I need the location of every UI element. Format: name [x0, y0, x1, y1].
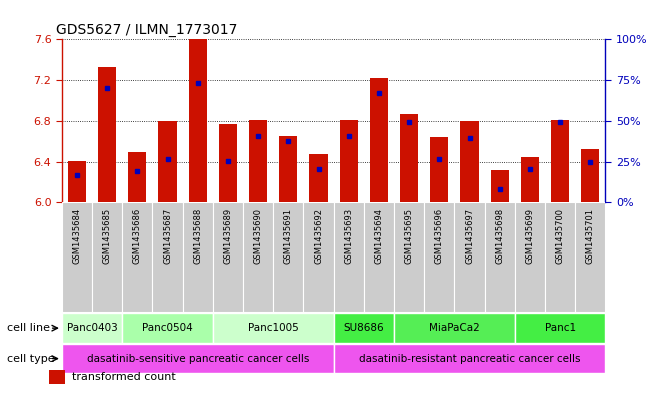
Bar	[213, 202, 243, 312]
Bar	[152, 202, 183, 312]
Bar	[62, 313, 122, 343]
Bar	[249, 120, 267, 202]
Bar	[279, 136, 298, 202]
Bar	[581, 149, 600, 202]
Bar	[491, 170, 509, 202]
Bar	[122, 313, 213, 343]
Bar	[243, 202, 273, 312]
Text: GSM1435700: GSM1435700	[556, 208, 564, 264]
Bar	[333, 344, 605, 373]
Bar	[189, 39, 207, 202]
Bar	[92, 202, 122, 312]
Bar	[128, 152, 146, 202]
Text: GSM1435697: GSM1435697	[465, 208, 474, 264]
Bar	[364, 202, 394, 312]
Bar	[333, 313, 394, 343]
Bar	[62, 202, 92, 312]
Text: GSM1435685: GSM1435685	[103, 208, 111, 264]
Bar	[460, 121, 478, 202]
Text: GSM1435690: GSM1435690	[254, 208, 262, 264]
Bar	[394, 202, 424, 312]
Text: cell line: cell line	[7, 323, 49, 333]
Bar	[575, 202, 605, 312]
Text: SU8686: SU8686	[344, 323, 384, 333]
Bar	[122, 202, 152, 312]
Bar	[68, 161, 86, 202]
Bar	[183, 202, 213, 312]
Text: GSM1435689: GSM1435689	[223, 208, 232, 264]
Bar	[484, 202, 515, 312]
Bar	[219, 124, 237, 202]
Text: Panc0403: Panc0403	[66, 323, 117, 333]
Text: GSM1435696: GSM1435696	[435, 208, 444, 264]
Text: GSM1435691: GSM1435691	[284, 208, 293, 264]
Text: transformed count: transformed count	[72, 372, 175, 382]
Bar	[213, 313, 333, 343]
Text: GSM1435694: GSM1435694	[374, 208, 383, 264]
Bar	[370, 78, 388, 202]
Text: GSM1435692: GSM1435692	[314, 208, 323, 264]
Bar	[309, 154, 327, 202]
Text: GSM1435698: GSM1435698	[495, 208, 505, 264]
Text: GSM1435693: GSM1435693	[344, 208, 353, 264]
Bar	[158, 121, 176, 202]
Bar	[400, 114, 418, 202]
Text: Panc1005: Panc1005	[248, 323, 299, 333]
Bar	[49, 370, 65, 384]
Bar	[515, 313, 605, 343]
Text: Panc1: Panc1	[545, 323, 575, 333]
Text: GDS5627 / ILMN_1773017: GDS5627 / ILMN_1773017	[57, 23, 238, 37]
Bar	[515, 202, 545, 312]
Bar	[273, 202, 303, 312]
Text: dasatinib-sensitive pancreatic cancer cells: dasatinib-sensitive pancreatic cancer ce…	[87, 354, 309, 364]
Text: GSM1435686: GSM1435686	[133, 208, 142, 264]
Bar	[333, 202, 364, 312]
Bar	[424, 202, 454, 312]
Text: GSM1435701: GSM1435701	[586, 208, 595, 264]
Text: dasatinib-resistant pancreatic cancer cells: dasatinib-resistant pancreatic cancer ce…	[359, 354, 580, 364]
Text: Panc0504: Panc0504	[142, 323, 193, 333]
Bar	[340, 120, 358, 202]
Text: cell type: cell type	[7, 354, 54, 364]
Bar	[551, 120, 569, 202]
Bar	[545, 202, 575, 312]
Text: GSM1435695: GSM1435695	[405, 208, 413, 264]
Bar	[98, 67, 116, 202]
Bar	[303, 202, 333, 312]
Bar	[430, 137, 449, 202]
Text: GSM1435699: GSM1435699	[525, 208, 534, 264]
Bar	[521, 156, 539, 202]
Bar	[454, 202, 484, 312]
Text: GSM1435687: GSM1435687	[163, 208, 172, 264]
Text: GSM1435688: GSM1435688	[193, 208, 202, 264]
Bar	[62, 344, 333, 373]
Bar	[394, 313, 515, 343]
Text: GSM1435684: GSM1435684	[72, 208, 81, 264]
Text: MiaPaCa2: MiaPaCa2	[429, 323, 480, 333]
